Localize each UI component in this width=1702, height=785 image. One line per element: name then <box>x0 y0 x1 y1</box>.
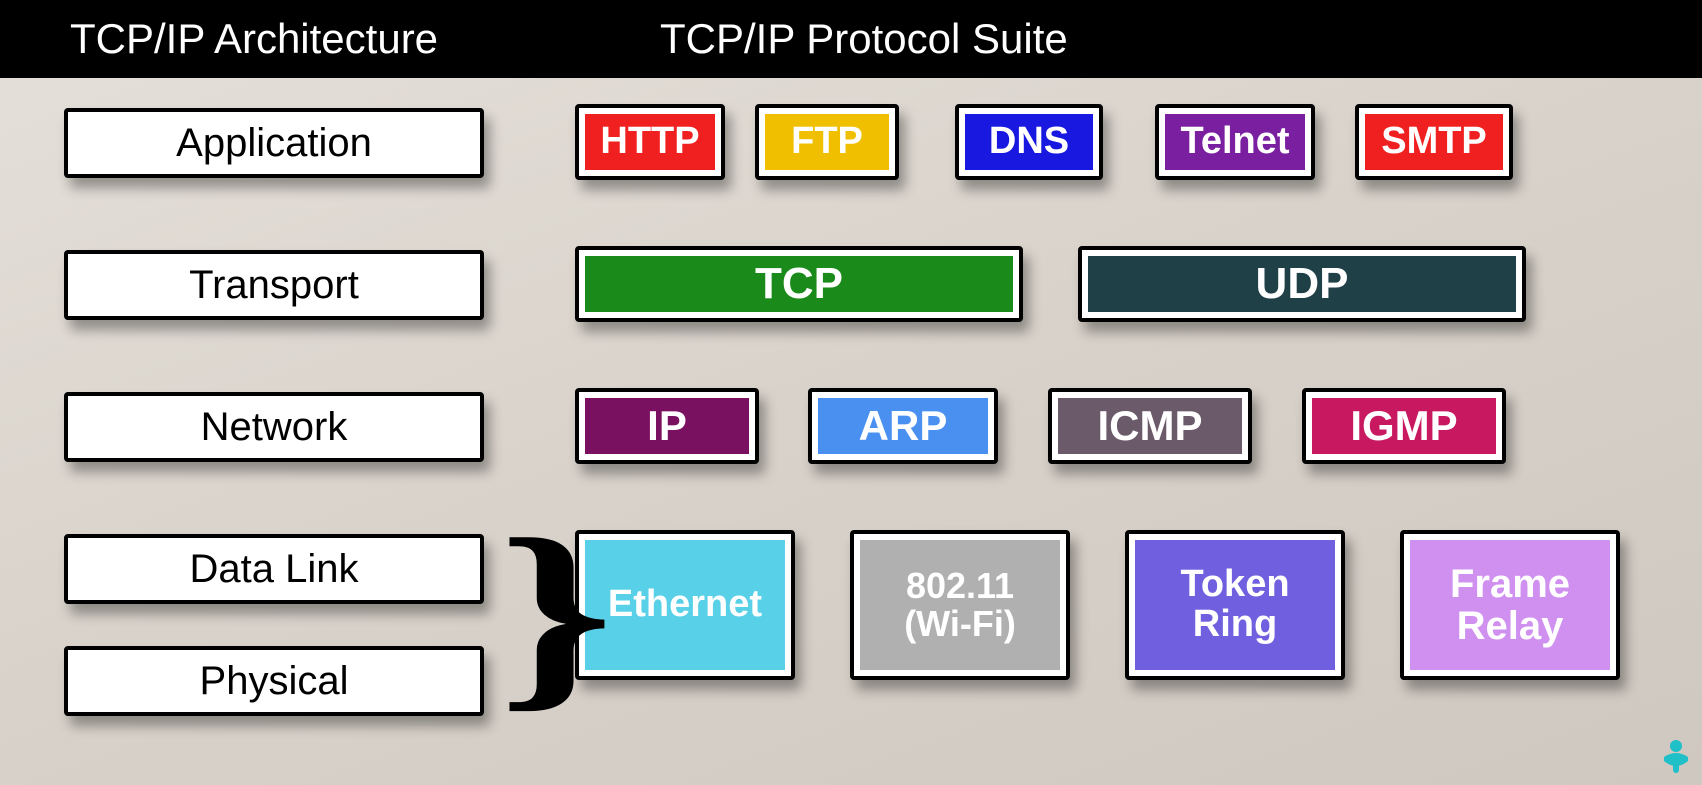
protocol-box-802-11-wi-fi-: 802.11 (Wi-Fi) <box>850 530 1070 680</box>
protocol-label: TCP <box>585 256 1013 312</box>
brace-glyph: } <box>498 508 614 718</box>
layer-box-transport: Transport <box>64 250 484 320</box>
protocol-label: Frame Relay <box>1410 540 1610 670</box>
protocol-box-token-ring: Token Ring <box>1125 530 1345 680</box>
protocol-label: 802.11 (Wi-Fi) <box>860 540 1060 670</box>
protocol-label: Token Ring <box>1135 540 1335 670</box>
layer-box-application: Application <box>64 108 484 178</box>
protocol-label: Telnet <box>1165 114 1305 170</box>
protocol-box-http: HTTP <box>575 104 725 180</box>
protocol-box-igmp: IGMP <box>1302 388 1506 464</box>
header-bar: TCP/IP Architecture TCP/IP Protocol Suit… <box>0 0 1702 78</box>
protocol-label: SMTP <box>1365 114 1503 170</box>
protocol-label: HTTP <box>585 114 715 170</box>
protocol-label: ARP <box>818 398 988 454</box>
protocol-label: ICMP <box>1058 398 1242 454</box>
protocol-box-dns: DNS <box>955 104 1103 180</box>
layer-label: Transport <box>189 263 359 308</box>
layer-label: Data Link <box>190 547 359 592</box>
header-left-title: TCP/IP Architecture <box>0 15 570 63</box>
protocol-box-tcp: TCP <box>575 246 1023 322</box>
layer-label: Physical <box>200 659 349 704</box>
protocol-box-icmp: ICMP <box>1048 388 1252 464</box>
protocol-box-ip: IP <box>575 388 759 464</box>
diagram-canvas: Application Transport Network Data Link Phys… <box>0 78 1702 785</box>
protocol-label: UDP <box>1088 256 1516 312</box>
layer-box-data-link: Data Link <box>64 534 484 604</box>
layer-box-physical: Physical <box>64 646 484 716</box>
protocol-box-udp: UDP <box>1078 246 1526 322</box>
layer-box-network: Network <box>64 392 484 462</box>
layer-label: Application <box>176 121 372 166</box>
protocol-box-ftp: FTP <box>755 104 899 180</box>
protocol-label: IP <box>585 398 749 454</box>
protocol-label: DNS <box>965 114 1093 170</box>
protocol-label: Ethernet <box>585 540 785 670</box>
protocol-box-frame-relay: Frame Relay <box>1400 530 1620 680</box>
protocol-box-arp: ARP <box>808 388 998 464</box>
protocol-box-telnet: Telnet <box>1155 104 1315 180</box>
watermark-logo-icon <box>1658 737 1694 777</box>
layer-label: Network <box>201 405 348 450</box>
protocol-label: IGMP <box>1312 398 1496 454</box>
protocol-box-smtp: SMTP <box>1355 104 1513 180</box>
protocol-label: FTP <box>765 114 889 170</box>
header-right-title: TCP/IP Protocol Suite <box>570 15 1702 63</box>
